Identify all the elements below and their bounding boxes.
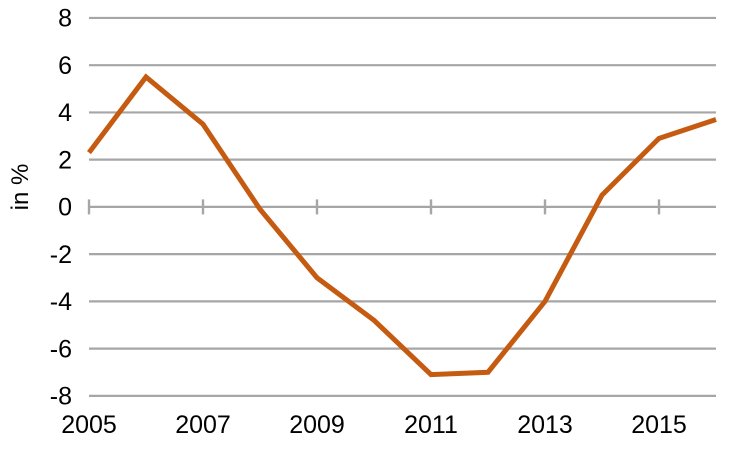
y-axis-title: in % <box>7 163 34 211</box>
x-tick-label: 2005 <box>61 411 117 439</box>
x-tick-label: 2009 <box>289 411 345 439</box>
data-line-value-in-percent <box>87 73 717 378</box>
y-tick-label: -6 <box>50 335 72 363</box>
x-tick-label: 2015 <box>631 411 687 439</box>
y-tick-label: 6 <box>58 52 72 80</box>
x-tick-label: 2013 <box>517 411 573 439</box>
y-tick-label: 2 <box>58 146 72 174</box>
y-tick-label: 0 <box>58 194 72 222</box>
y-tick-label: -2 <box>50 241 72 269</box>
y-tick-label: -8 <box>50 383 72 411</box>
y-tick-label: 4 <box>58 99 72 127</box>
y-tick-label: -4 <box>50 288 72 316</box>
x-tick-label: 2007 <box>175 411 231 439</box>
x-tick-label: 2011 <box>404 411 458 439</box>
y-tick-label: 8 <box>58 5 72 33</box>
